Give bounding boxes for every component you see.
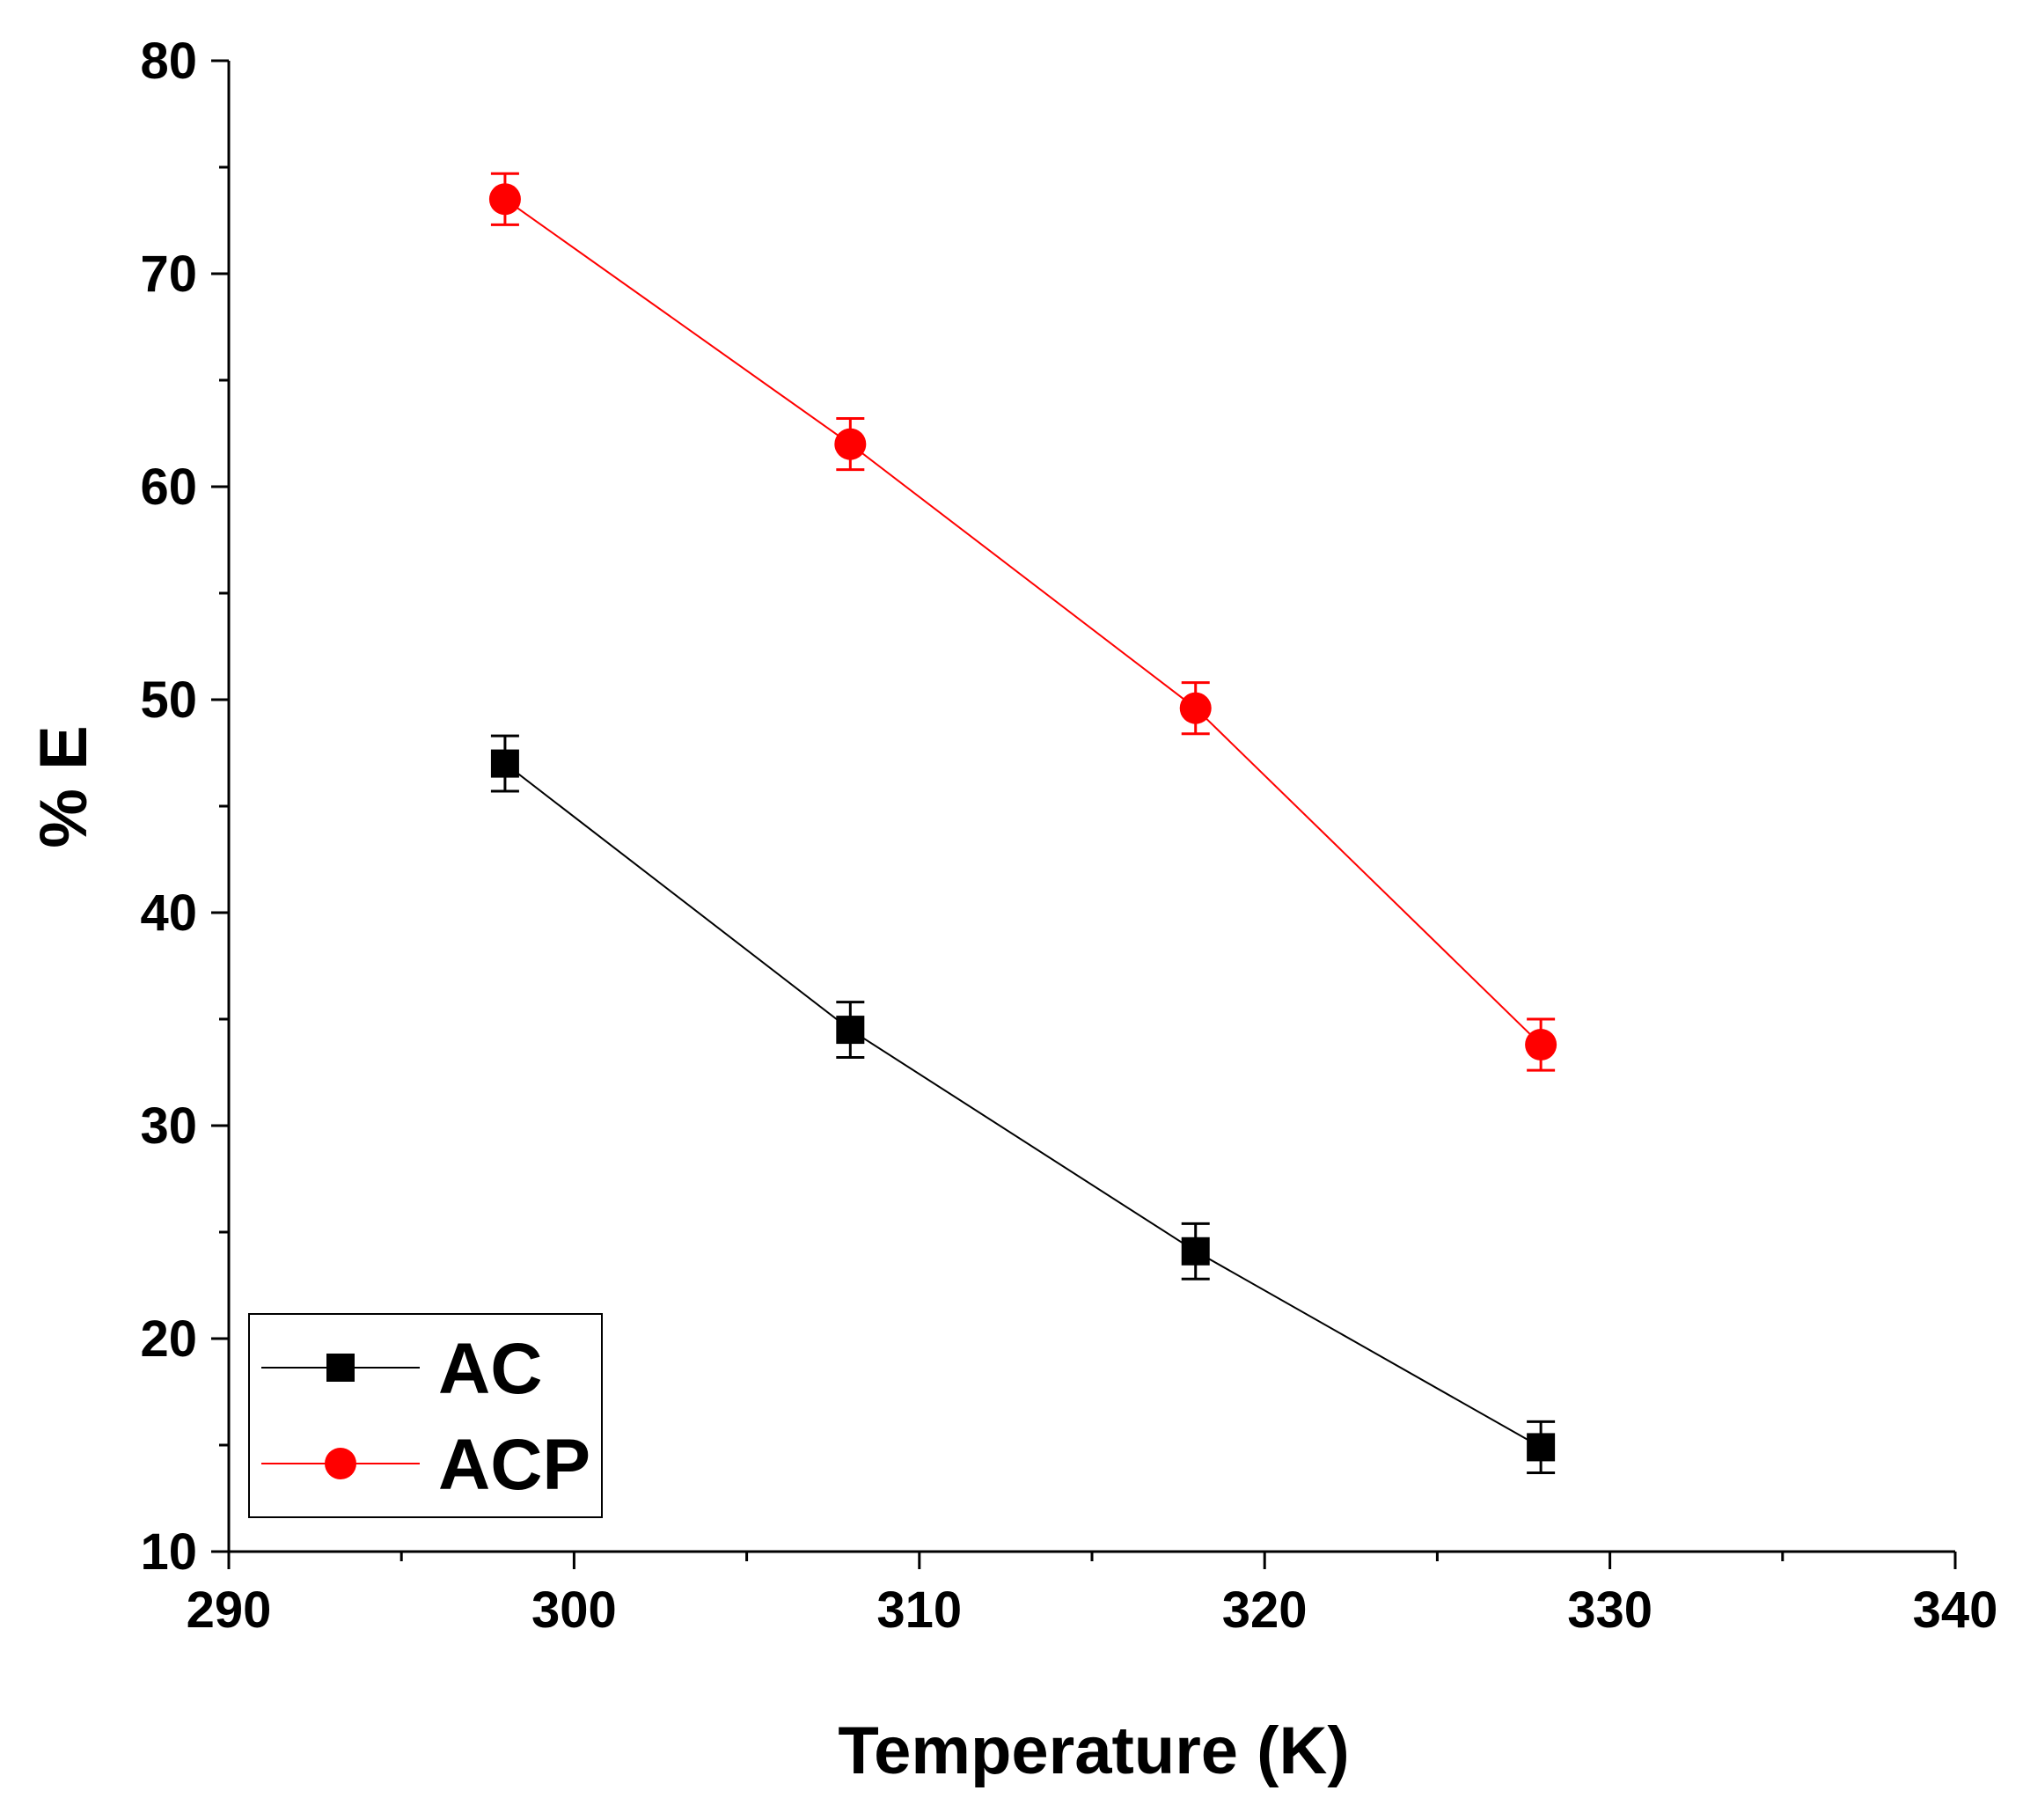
x-tick-label: 300: [531, 1581, 617, 1639]
legend: AC ACP: [248, 1313, 603, 1518]
data-point-acp: [834, 428, 867, 460]
series-line-ac: [504, 762, 1542, 1449]
y-axis-title: % E: [26, 725, 101, 848]
axes: 290 300 310 320 330 340 10 20 30 40 50 60 70 80: [140, 33, 1997, 1639]
data-point-ac: [1527, 1433, 1556, 1462]
y-tick-label: 50: [140, 671, 197, 729]
legend-entry-acp: ACP: [261, 1425, 590, 1505]
x-tick-label: 340: [1913, 1581, 1998, 1639]
legend-marker-acp: [325, 1448, 356, 1479]
y-tick-label: 20: [140, 1310, 197, 1368]
legend-label-acp: ACP: [438, 1425, 590, 1505]
legend-entry-ac: AC: [261, 1329, 542, 1409]
data-point-acp: [1179, 692, 1212, 724]
legend-box: [248, 1313, 603, 1518]
y-tick-label: 10: [140, 1523, 197, 1581]
data-point-ac: [836, 1016, 865, 1045]
x-tick-label: 290: [187, 1581, 272, 1639]
y-tick-label: 40: [140, 884, 197, 942]
series-layer: [488, 172, 1557, 1474]
series-acp: [488, 172, 1557, 1072]
data-point-ac: [1181, 1237, 1210, 1266]
y-tick-label: 80: [140, 33, 197, 90]
y-tick-label: 60: [140, 459, 197, 516]
legend-marker-ac: [326, 1354, 355, 1382]
x-tick-label: 330: [1567, 1581, 1653, 1639]
series-line-acp: [504, 198, 1542, 1046]
data-point-acp: [488, 183, 521, 216]
x-axis-title: Temperature (K): [838, 1714, 1349, 1788]
legend-label-ac: AC: [438, 1329, 542, 1409]
y-tick-label: 70: [140, 246, 197, 303]
x-tick-label: 310: [876, 1581, 962, 1639]
x-tick-label: 320: [1222, 1581, 1308, 1639]
y-tick-label: 30: [140, 1097, 197, 1155]
series-ac: [490, 734, 1556, 1474]
data-point-ac: [490, 749, 519, 778]
data-point-acp: [1525, 1029, 1557, 1061]
